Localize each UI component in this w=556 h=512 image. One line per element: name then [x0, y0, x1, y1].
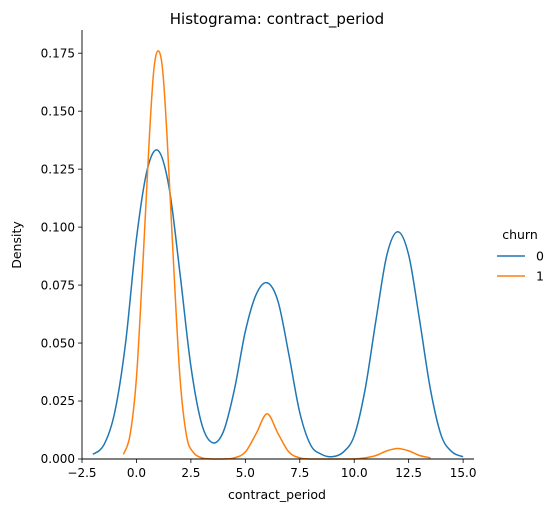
y-tick-label: 0.025	[41, 394, 75, 408]
legend-label-churn-0: 0	[536, 249, 544, 264]
series-curves	[92, 50, 464, 460]
legend-label-churn-1: 1	[536, 269, 544, 284]
y-tick-label: 0.075	[41, 278, 75, 292]
y-axis-label: Density	[9, 221, 24, 269]
y-tick-label: 0.175	[41, 46, 75, 60]
y-tick-label: 0.100	[41, 220, 75, 234]
x-tick-label: 10.0	[341, 466, 368, 480]
legend: churn 0 1	[497, 227, 544, 284]
y-axis-ticks: 0.000 0.025 0.050 0.075 0.100 0.125 0.150 0.175	[41, 46, 82, 466]
y-tick-label: 0.050	[41, 336, 75, 350]
y-tick-label: 0.000	[41, 452, 75, 466]
x-tick-label: 5.0	[236, 466, 255, 480]
chart-title: Histograma: contract_period	[170, 10, 384, 29]
x-tick-label: −2.5	[67, 466, 96, 480]
y-tick-label: 0.150	[41, 104, 75, 118]
x-tick-label: 15.0	[450, 466, 477, 480]
x-axis-label: contract_period	[228, 487, 326, 502]
x-tick-label: 0.0	[127, 466, 146, 480]
series-line-churn-0	[92, 149, 464, 458]
y-tick-label: 0.125	[41, 162, 75, 176]
x-tick-label: 2.5	[181, 466, 200, 480]
series-line-churn-1	[122, 50, 431, 460]
x-tick-label: 7.5	[290, 466, 309, 480]
legend-title: churn	[502, 227, 538, 242]
x-tick-label: 12.5	[395, 466, 422, 480]
x-axis-ticks: −2.5 0.0 2.5 5.0 7.5 10.0 12.5 15.0	[67, 459, 476, 480]
